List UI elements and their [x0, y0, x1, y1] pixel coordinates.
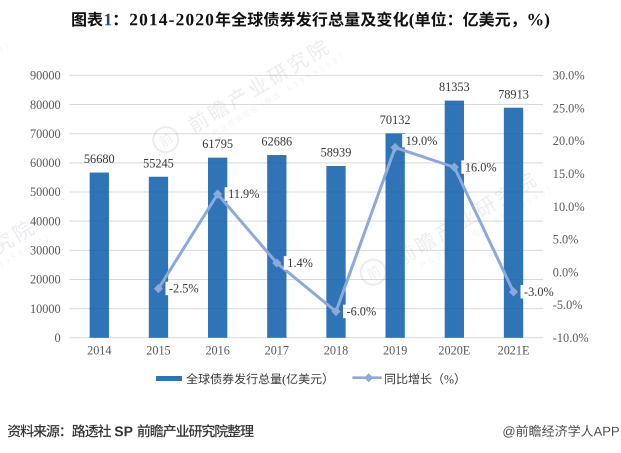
svg-text:20000: 20000	[30, 273, 61, 287]
svg-text:2017: 2017	[265, 344, 289, 358]
svg-text:-2.5%: -2.5%	[169, 282, 199, 296]
svg-text:16.0%: 16.0%	[465, 160, 497, 174]
svg-text:2014: 2014	[87, 344, 111, 358]
svg-text:25.0%: 25.0%	[553, 101, 585, 115]
svg-text:0.0%: 0.0%	[553, 265, 579, 279]
svg-text:-3.0%: -3.0%	[524, 285, 554, 299]
svg-text:70132: 70132	[380, 113, 411, 127]
svg-text:11.9%: 11.9%	[228, 187, 259, 201]
svg-text:61795: 61795	[202, 137, 233, 151]
svg-text:0: 0	[55, 331, 61, 345]
svg-text:5.0%: 5.0%	[553, 233, 579, 247]
svg-text:1.4%: 1.4%	[287, 256, 313, 270]
svg-text:60000: 60000	[30, 156, 61, 170]
svg-text:70000: 70000	[30, 127, 61, 141]
svg-text:2016: 2016	[205, 344, 229, 358]
svg-text:40000: 40000	[30, 214, 61, 228]
svg-text:56680: 56680	[84, 152, 115, 166]
svg-text:50000: 50000	[30, 185, 61, 199]
svg-text:30.0%: 30.0%	[553, 69, 585, 83]
svg-text:62686: 62686	[261, 135, 292, 149]
svg-text:-6.0%: -6.0%	[346, 305, 376, 319]
svg-text:55245: 55245	[143, 156, 174, 170]
svg-text:19.0%: 19.0%	[406, 134, 438, 148]
svg-text:2019: 2019	[383, 344, 407, 358]
svg-text:58939: 58939	[321, 146, 352, 160]
svg-text:15.0%: 15.0%	[553, 167, 585, 181]
svg-text:2015: 2015	[146, 344, 170, 358]
svg-text:10000: 10000	[30, 302, 61, 316]
svg-text:-5.0%: -5.0%	[553, 298, 583, 312]
svg-text:90000: 90000	[30, 69, 61, 83]
svg-text:2021E: 2021E	[498, 344, 530, 358]
svg-text:10.0%: 10.0%	[553, 200, 585, 214]
svg-text:2020E: 2020E	[438, 344, 470, 358]
svg-text:2018: 2018	[324, 344, 348, 358]
svg-text:80000: 80000	[30, 98, 61, 112]
svg-text:81353: 81353	[439, 80, 470, 94]
svg-text:-10.0%: -10.0%	[553, 331, 589, 345]
svg-text:78913: 78913	[498, 87, 529, 101]
svg-text:30000: 30000	[30, 244, 61, 258]
svg-text:20.0%: 20.0%	[553, 134, 585, 148]
